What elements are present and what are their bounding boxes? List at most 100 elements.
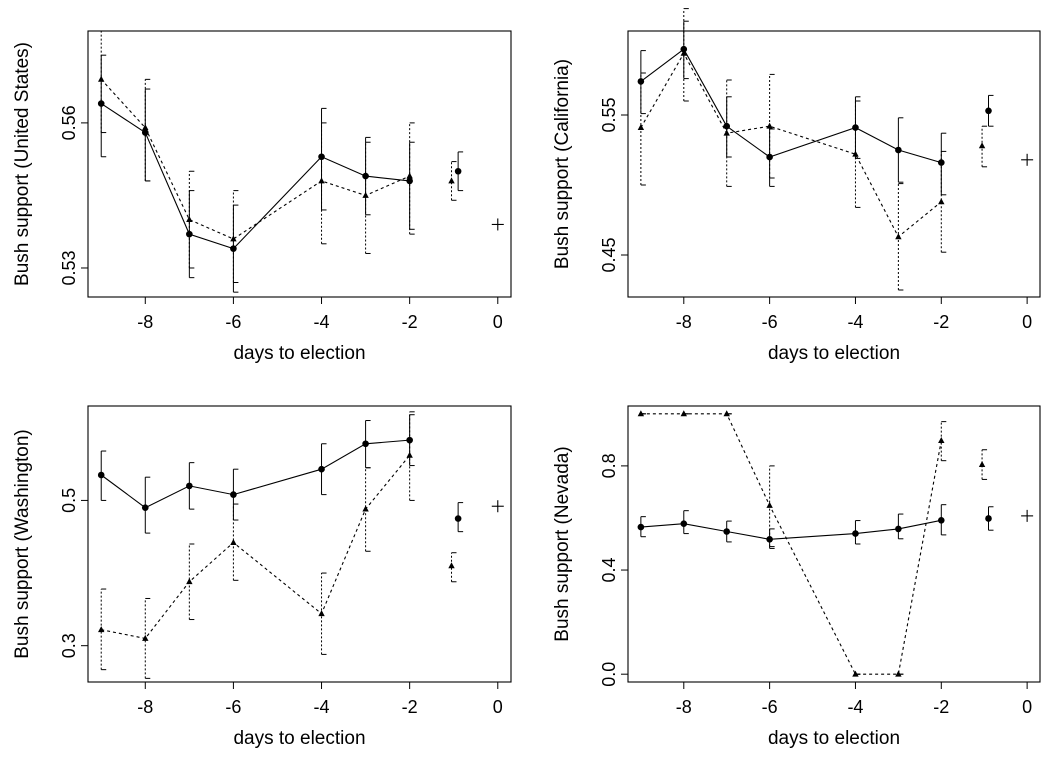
panel-top-right-xlabel: days to election xyxy=(768,343,900,364)
panel-bottom-left: -8 -6 -4 -2 0 0.3 0.5 days to election Bush supp… xyxy=(12,405,512,749)
panel-top-left-xtick-label: -6 xyxy=(225,312,241,332)
panel-top-left-xlabel: days to election xyxy=(233,343,365,364)
panel-top-right-ytick-label: 0.45 xyxy=(599,237,619,272)
panel-top-left-series-1-line xyxy=(100,78,410,240)
panel-bottom-right-xtick-label: -2 xyxy=(933,697,949,717)
panel-top-right-series-1-point xyxy=(723,129,730,136)
panel-top-left-frame xyxy=(87,30,512,298)
panel-bottom-left-series-0-point xyxy=(97,471,105,479)
panel-bottom-right-ytick-label: 0.0 xyxy=(599,662,619,687)
panel-top-left-ylabel: Bush support (United States) xyxy=(12,42,33,286)
panel-bottom-right-series-1-point xyxy=(680,410,687,417)
panel-bottom-left-series-0-point xyxy=(362,440,369,448)
panel-bottom-right-ylabel: Bush support (Nevada) xyxy=(552,446,573,641)
panel-bottom-right-series-1-point xyxy=(637,410,645,417)
panel-bottom-right-series-3 xyxy=(978,449,988,480)
panel-top-right-ytick-label: 0.55 xyxy=(599,97,619,132)
panel-bottom-right-series-4 xyxy=(1021,509,1034,522)
panel-top-right-series-1-point xyxy=(766,122,773,129)
panel-bottom-left-series-3-point xyxy=(448,562,455,569)
panel-bottom-left-series-2-point xyxy=(454,515,462,522)
panel-bottom-left-xtick-label: -6 xyxy=(225,697,241,717)
panel-top-right-xtick-label: -6 xyxy=(762,312,778,332)
panel-top-left-series-1-point xyxy=(318,177,325,184)
panel-bottom-left-series-2 xyxy=(454,502,464,533)
panel-bottom-left-xtick-label: 0 xyxy=(493,697,503,717)
panel-top-left: -8 -6 -4 -2 0 0.53 0.56 days to election Bush su… xyxy=(12,30,512,364)
panel-bottom-left-series-0-line xyxy=(100,439,410,509)
panel-bottom-left-series-0-point xyxy=(318,465,325,473)
panel-top-left-ytick-label: 0.53 xyxy=(59,250,79,285)
panel-bottom-left-series-3 xyxy=(448,552,457,583)
panel-top-left-xtick-label: -2 xyxy=(402,312,418,332)
panel-top-left-ytick-label: 0.56 xyxy=(59,105,79,140)
panel-bottom-right-series-0-point xyxy=(852,530,859,537)
panel-bottom-right-series-1-point xyxy=(852,670,859,677)
panel-top-left-series-1-point xyxy=(98,75,105,82)
panel-bottom-right-xtick-label: -6 xyxy=(762,697,778,717)
panel-top-right-series-1-point xyxy=(895,233,902,240)
panel-top-right-series-0-point xyxy=(852,124,859,131)
panel-top-right-xtick-label: -4 xyxy=(847,312,863,332)
panel-bottom-right-series-1-point xyxy=(895,670,902,677)
panel-bottom-right-series-1-point xyxy=(766,501,773,508)
panel-bottom-right-series-0-point xyxy=(895,525,902,533)
panel-bottom-right-xtick-label: -8 xyxy=(676,697,692,717)
panel-bottom-right-series-2 xyxy=(985,506,994,531)
panel-bottom-left-series-4 xyxy=(491,500,504,513)
panel-bottom-right-series-1-point xyxy=(723,410,730,417)
panel-top-right-series-1-point xyxy=(637,124,645,130)
panel-top-right-series-1 xyxy=(637,8,947,291)
panel-top-right-series-1-point xyxy=(680,49,687,56)
panel-bottom-right: -8 -6 -4 -2 0 0.0 0.4 0.8 days to election Bush s… xyxy=(552,405,1041,749)
panel-bottom-left-xtick-label: -2 xyxy=(402,697,418,717)
panel-bottom-right-series-0-point xyxy=(637,523,645,531)
panel-bottom-left-xtick-label: -4 xyxy=(314,697,330,717)
panel-top-right-series-2 xyxy=(985,94,994,127)
panel-bottom-right-frame xyxy=(627,405,1041,683)
panel-top-right-series-1-point xyxy=(852,150,859,157)
panel-top-left-series-1-point xyxy=(230,235,237,242)
panel-top-left-series-2-point xyxy=(454,167,462,175)
panel-top-left-series-1 xyxy=(98,30,415,283)
panel-bottom-left-series-0-point xyxy=(186,482,193,490)
panel-bottom-right-series-0-point xyxy=(723,528,731,535)
panel-bottom-right-series-1-line xyxy=(640,413,942,675)
panel-top-left-xtick-label: -4 xyxy=(314,312,330,332)
panel-bottom-left-series-0 xyxy=(97,414,415,534)
panel-bottom-left-series-1-point xyxy=(318,610,325,617)
panel-top-right-xtick-label: -2 xyxy=(933,312,949,332)
panel-top-left-series-0-point xyxy=(318,153,325,161)
panel-bottom-left-series-1-point xyxy=(230,538,237,545)
panel-top-right-series-1-point xyxy=(938,198,945,205)
panel-top-left-series-4 xyxy=(491,218,504,231)
panel-top-right-frame xyxy=(627,30,1041,298)
panel-bottom-right-xtick-label: -4 xyxy=(847,697,863,717)
panel-bottom-right-series-0-point xyxy=(680,520,688,527)
panel-top-left-series-3 xyxy=(448,161,457,201)
panel-top-left-series-3-point xyxy=(448,177,455,184)
panel-bottom-right-series-1 xyxy=(637,410,947,677)
panel-bottom-left-series-1-point xyxy=(142,634,149,641)
panel-top-right-xtick-label: 0 xyxy=(1022,312,1032,332)
panel-bottom-left-ylabel: Bush support (Washington) xyxy=(12,429,33,659)
panel-top-right-xtick-label: -8 xyxy=(676,312,692,332)
panel-top-right-series-3-point xyxy=(978,142,986,149)
panel-top-left-series-1-point xyxy=(362,191,369,198)
panel-bottom-right-series-0-point xyxy=(766,536,773,543)
panel-top-left-xtick-label: -8 xyxy=(137,312,153,332)
panel-bottom-left-series-1-point xyxy=(98,626,105,633)
panel-top-left-series-1-point xyxy=(142,124,149,131)
panel-bottom-left-series-1-point xyxy=(406,451,413,458)
panel-bottom-left-xlabel: days to election xyxy=(233,728,365,749)
panel-bottom-left-frame xyxy=(87,405,512,683)
panel-top-left-series-1-point xyxy=(406,172,413,179)
panel-top-right-series-4 xyxy=(1021,153,1034,166)
panel-bottom-left-xtick-label: -8 xyxy=(137,697,153,717)
panel-top-left-xtick-label: 0 xyxy=(493,312,503,332)
panel-top-right-series-0-point xyxy=(637,78,645,85)
panel-bottom-right-xlabel: days to election xyxy=(768,728,900,749)
panel-top-left-series-2 xyxy=(454,151,464,192)
